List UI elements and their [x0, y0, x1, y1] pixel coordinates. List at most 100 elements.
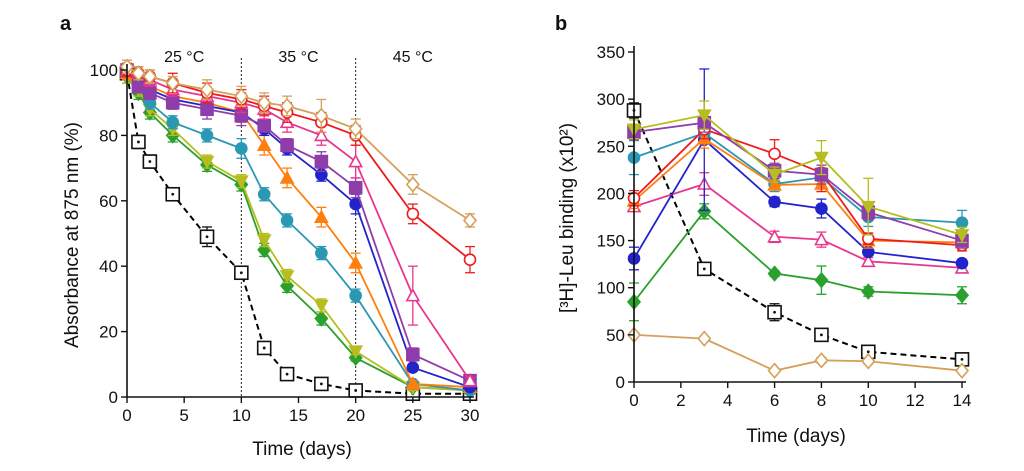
- data-point: [767, 265, 782, 282]
- panel-a-chart: a 25 °C 35 °C 45 °C 0 20 40 60 80 100 0 5 10 15 20 2…: [60, 13, 479, 460]
- data-point: [462, 372, 478, 387]
- panel-a-letter: a: [60, 13, 72, 35]
- panel-b-x-axis-label: Time (days): [746, 426, 846, 447]
- data-point: [314, 127, 329, 142]
- series: [626, 326, 970, 379]
- data-point: [463, 253, 477, 266]
- y-tick-label: 20: [99, 323, 118, 342]
- data-point: [406, 207, 420, 221]
- data-point: [166, 116, 180, 129]
- panel-b-y-ticks: 0 50 100 150 200 250 300 350: [597, 43, 634, 392]
- data-point: [349, 289, 362, 302]
- data-point: [814, 352, 829, 369]
- data-point-dot: [262, 346, 266, 350]
- data-point: [280, 97, 295, 115]
- data-point: [315, 246, 328, 260]
- data-point: [314, 154, 329, 169]
- panel-a-x-axis-label: Time (days): [252, 439, 352, 460]
- panel-a-series: [119, 58, 478, 402]
- data-point: [954, 229, 970, 243]
- x-tick-label: 12: [906, 391, 925, 410]
- data-point: [280, 138, 294, 153]
- data-point: [767, 168, 782, 183]
- x-tick-label: 25: [403, 406, 422, 425]
- data-point: [697, 203, 712, 220]
- y-tick-label: 100: [90, 61, 118, 80]
- panel-a-x-ticks: 0 5 10 15 20 25 30: [122, 397, 479, 425]
- data-point-dot: [960, 357, 964, 361]
- y-tick-label: 50: [606, 326, 625, 345]
- data-point-dot: [866, 350, 870, 354]
- data-point: [314, 107, 329, 125]
- series-line: [126, 69, 471, 389]
- panel-b-series: [626, 68, 970, 379]
- data-point: [165, 95, 180, 110]
- x-tick-label: 2: [676, 391, 685, 410]
- data-point: [405, 376, 421, 390]
- x-tick-label: 5: [179, 406, 188, 425]
- temperature-label: 35 °C: [278, 49, 318, 66]
- data-point: [768, 147, 781, 161]
- series: [120, 62, 477, 394]
- series-line: [633, 121, 963, 242]
- series-line: [633, 138, 963, 265]
- y-tick-label: 0: [109, 388, 118, 407]
- data-point: [955, 216, 969, 229]
- temperature-label: 45 °C: [393, 49, 433, 66]
- data-point: [860, 200, 876, 215]
- panel-b-chart: b 0 50 100 150 200 250 300 350 0 2 4 6 8 10 12 14 Time…: [555, 13, 971, 447]
- series: [627, 68, 969, 271]
- x-tick-label: 14: [953, 391, 972, 410]
- series: [120, 62, 477, 388]
- data-point-dot: [319, 382, 323, 386]
- y-tick-label: 80: [99, 126, 118, 145]
- series: [119, 58, 478, 229]
- y-tick-label: 200: [597, 184, 625, 203]
- series-line: [633, 114, 963, 236]
- series-line: [126, 73, 470, 395]
- series: [627, 123, 969, 236]
- data-point: [767, 229, 782, 243]
- series: [626, 128, 970, 249]
- x-tick-label: 0: [629, 391, 638, 410]
- data-point-dot: [205, 235, 209, 239]
- data-point: [235, 142, 248, 155]
- series-line: [633, 183, 963, 269]
- data-point: [405, 176, 420, 193]
- y-tick-label: 300: [597, 90, 625, 109]
- x-tick-label: 30: [461, 406, 480, 425]
- data-point: [165, 74, 180, 92]
- data-point: [314, 310, 329, 327]
- data-point: [279, 270, 295, 284]
- data-point: [348, 180, 363, 195]
- y-tick-label: 40: [99, 257, 118, 276]
- data-point: [257, 118, 272, 133]
- data-point: [767, 362, 782, 379]
- data-point-dot: [820, 333, 823, 337]
- data-point: [768, 195, 781, 209]
- data-point-dot: [773, 310, 776, 314]
- x-tick-label: 10: [859, 391, 878, 410]
- data-point: [348, 345, 364, 359]
- data-point: [406, 361, 420, 374]
- data-point: [406, 347, 420, 362]
- series-line: [633, 128, 963, 247]
- series: [626, 203, 970, 322]
- data-point: [199, 81, 215, 98]
- series: [626, 102, 970, 367]
- data-point: [814, 231, 829, 246]
- data-point: [861, 353, 876, 370]
- data-point: [256, 234, 272, 248]
- x-tick-label: 8: [817, 391, 826, 410]
- data-point: [954, 287, 970, 304]
- x-tick-label: 6: [770, 391, 779, 410]
- data-point: [954, 362, 970, 379]
- series-line: [633, 210, 963, 303]
- data-point: [131, 79, 146, 94]
- data-point-dot: [239, 271, 243, 275]
- data-point: [814, 271, 829, 289]
- series-line: [633, 137, 963, 244]
- y-tick-label: 350: [597, 43, 625, 62]
- data-point: [143, 86, 157, 100]
